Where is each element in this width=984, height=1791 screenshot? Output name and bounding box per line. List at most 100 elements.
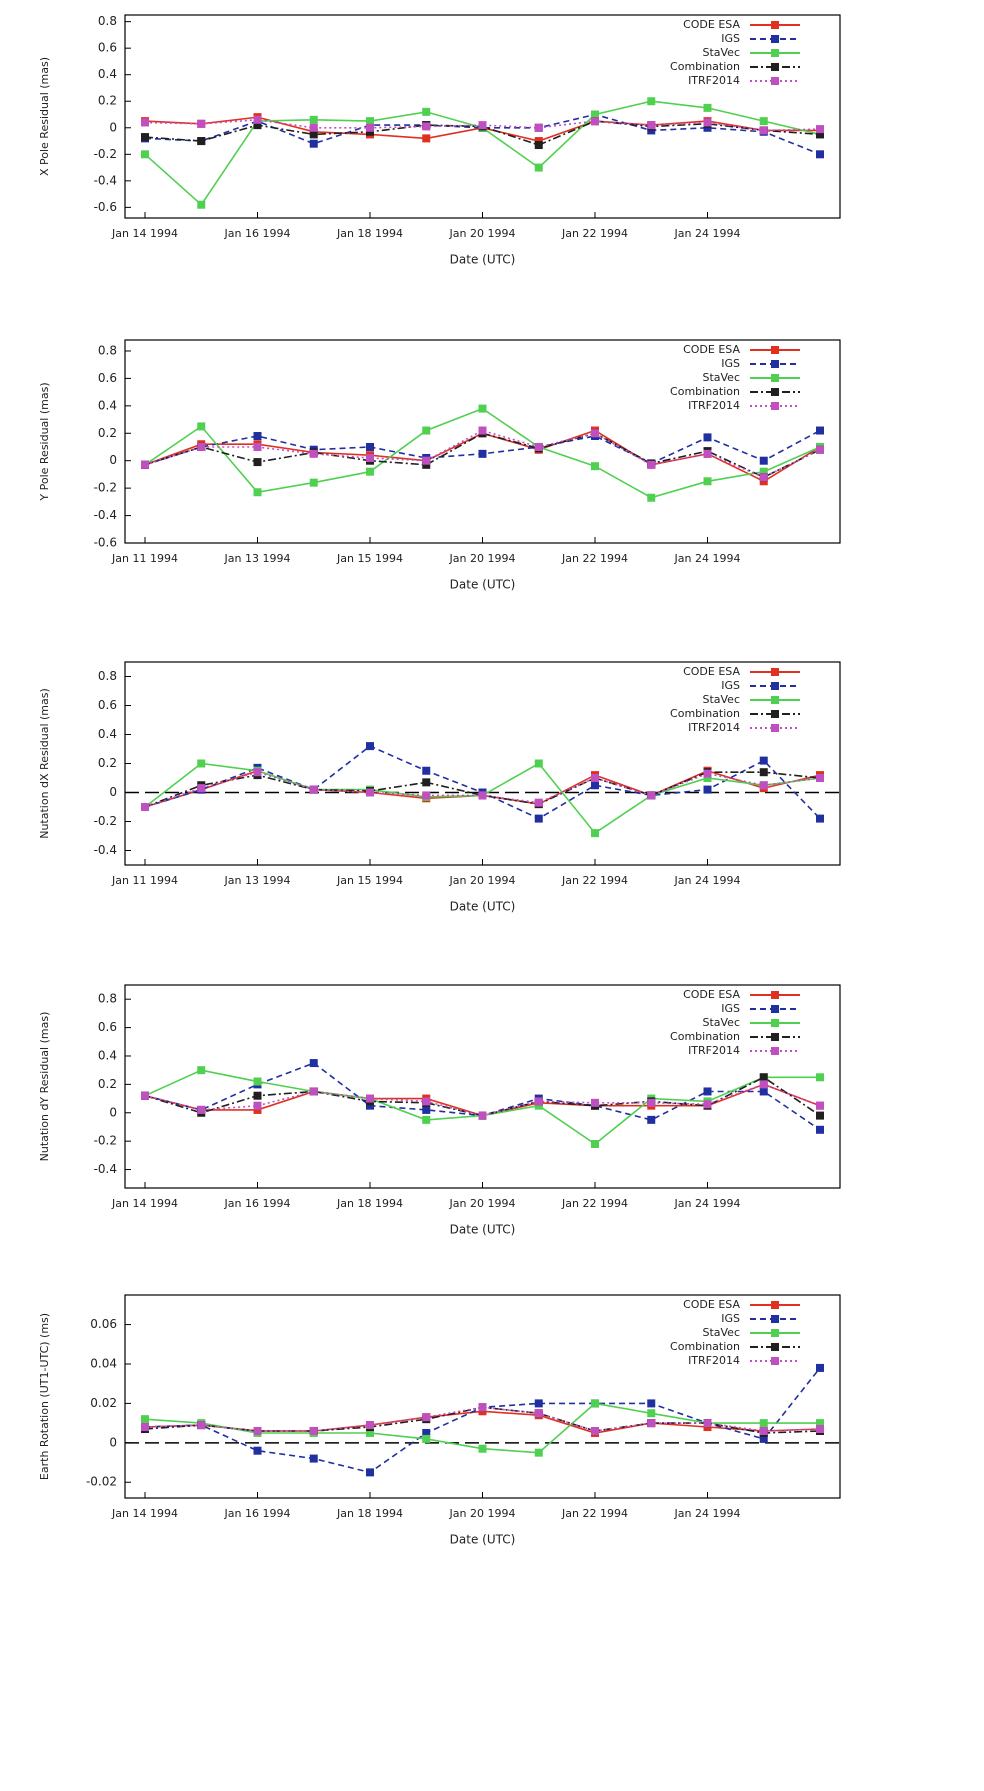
data-point [816,125,824,134]
data-point [253,1091,262,1100]
legend-marker [771,49,779,57]
data-point [197,1105,206,1114]
data-point [534,1448,543,1457]
data-point [197,759,206,768]
legend-label: StaVec [702,371,740,384]
data-point [422,1097,431,1106]
data-point [309,115,318,124]
data-point [422,791,431,800]
data-point [366,1094,374,1103]
legend-label: ITRF2014 [688,1044,740,1057]
legend-label: StaVec [702,46,740,59]
x-tick-label: Jan 24 1994 [674,874,741,887]
data-point [759,126,768,135]
data-point [759,1419,768,1428]
data-point [422,456,431,465]
data-point [816,1073,824,1082]
legend-marker [771,77,779,85]
legend-label: StaVec [702,693,740,706]
data-point [422,1413,431,1422]
y-tick-label: 0.4 [98,727,117,741]
data-point [366,442,374,451]
data-point [309,123,318,132]
series-line [144,1367,821,1474]
data-point [647,791,656,800]
y-tick-label: 0 [109,1435,117,1449]
data-point [197,119,206,128]
legend-marker [771,360,779,368]
data-point [366,123,374,132]
data-point [591,462,599,471]
data-point [816,445,824,454]
data-point [703,1100,712,1109]
data-point [422,778,431,787]
data-point [703,769,712,778]
data-point [141,1091,149,1100]
data-point [534,163,543,172]
data-point [141,803,149,811]
legend-marker [771,1005,779,1013]
data-point [366,1421,374,1430]
data-point [534,814,543,823]
data-point [591,1098,599,1107]
data-point [703,785,712,794]
y-tick-label: -0.4 [94,843,117,857]
data-point [478,1403,487,1412]
data-point [759,781,768,790]
data-point [141,1415,149,1424]
data-point [253,115,262,124]
y-tick-label: 0 [109,785,117,799]
data-point [816,1111,824,1120]
y-tick-label: 0.2 [98,1077,117,1091]
x-tick-label: Jan 14 1994 [111,227,178,240]
legend-label: CODE ESA [683,1298,740,1311]
data-point [703,449,712,458]
data-point [366,1101,374,1110]
y-tick-label: 0.2 [98,426,117,440]
y-axis-label: Earth Rotation (UT1-UTC) (ms) [38,1313,51,1480]
y-tick-label: 0.8 [98,669,117,683]
series-line [144,1083,821,1117]
data-point [309,478,318,487]
data-point [253,432,262,441]
data-point [759,467,768,476]
data-point [591,1139,599,1148]
legend-label: ITRF2014 [688,74,740,87]
x-tick-label: Jan 18 1994 [336,1197,403,1210]
y-tick-label: -0.6 [94,536,117,550]
y-tick-label: -0.4 [94,1162,117,1176]
x-tick-label: Jan 20 1994 [449,874,516,887]
data-point [366,1428,374,1437]
legend-marker [771,1019,779,1027]
legend-marker [771,1301,779,1309]
y-tick-label: -0.2 [94,814,117,828]
data-point [366,467,374,476]
legend-marker [771,1357,779,1365]
data-point [253,442,262,451]
x-tick-label: Jan 20 1994 [449,227,516,240]
data-point [703,477,712,486]
y-tick-label: 0 [109,453,117,467]
y-tick-label: 0.6 [98,41,117,55]
data-point [366,1468,374,1477]
data-point [309,1454,318,1463]
data-point [591,781,599,790]
y-tick-label: 0 [109,1105,117,1119]
legend-marker [771,682,779,690]
x-tick-label: Jan 11 1994 [111,552,178,565]
data-point [647,1409,656,1418]
legend-marker [771,668,779,676]
legend-marker [771,1033,779,1041]
data-point [197,200,206,209]
data-point [534,1097,543,1106]
data-point [759,456,768,465]
data-point [816,426,824,435]
data-point [591,110,599,119]
data-point [759,1426,768,1435]
legend-marker [771,991,779,999]
series-line [144,1083,821,1117]
data-point [253,768,262,777]
x-tick-label: Jan 13 1994 [224,874,291,887]
legend-label: StaVec [702,1016,740,1029]
